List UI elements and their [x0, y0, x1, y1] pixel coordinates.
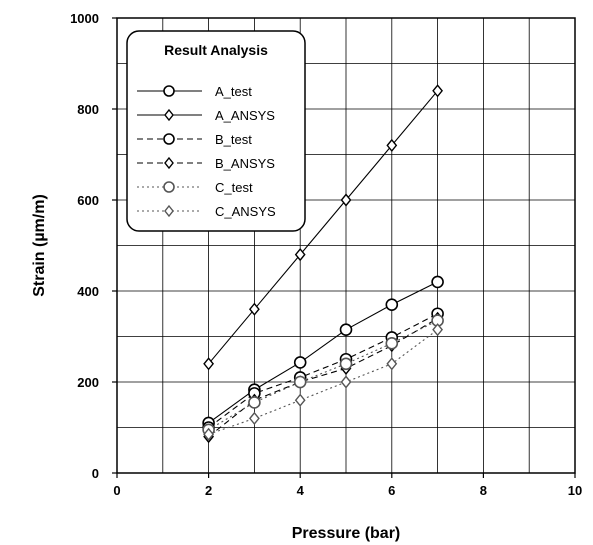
data-point-circle — [385, 337, 399, 350]
data-point-circle — [339, 357, 353, 371]
y-tick-label: 400 — [77, 284, 99, 299]
x-axis-title: Pressure (bar) — [292, 525, 401, 542]
data-point-diamond — [203, 357, 215, 371]
data-point-circle — [163, 133, 175, 145]
series-c-ansys — [203, 323, 444, 441]
data-point-diamond — [248, 302, 260, 316]
data-point-diamond — [164, 108, 174, 122]
legend-label: B_test — [215, 132, 252, 147]
data-point-circle — [163, 181, 175, 193]
series-line — [208, 313, 438, 428]
series-line — [208, 281, 438, 424]
legend-label: A_test — [215, 84, 252, 99]
data-point-diamond — [203, 427, 215, 441]
series-line — [208, 90, 439, 365]
series-b-ansys — [203, 311, 444, 444]
data-point-diamond — [340, 193, 352, 207]
data-point-diamond — [164, 156, 174, 170]
y-tick-label: 200 — [77, 375, 99, 390]
series-line — [208, 320, 438, 431]
data-point-diamond — [432, 84, 444, 98]
legend-box — [126, 30, 306, 232]
legend-item: B_ANSYS — [137, 156, 275, 171]
y-tick-label: 600 — [77, 193, 99, 208]
x-tick-label: 8 — [480, 483, 487, 498]
plot-frame — [116, 17, 576, 474]
data-point-diamond — [386, 138, 398, 153]
data-point-circle — [293, 375, 307, 389]
legend-item: A_test — [137, 84, 252, 99]
x-tick-label: 0 — [113, 483, 120, 498]
data-point-diamond — [248, 411, 260, 426]
series-line — [208, 317, 438, 438]
legend-item: C_test — [137, 180, 253, 195]
data-point-circle — [385, 298, 399, 311]
legend-label: B_ANSYS — [215, 156, 275, 171]
legend-item: C_ANSYS — [137, 204, 276, 219]
data-point-circle — [248, 396, 261, 409]
data-point-diamond — [294, 393, 306, 407]
y-tick-label: 1000 — [70, 11, 99, 26]
x-tick-label: 2 — [205, 483, 212, 498]
legend-label: A_ANSYS — [215, 108, 275, 123]
axes — [112, 17, 576, 478]
data-point-circle — [293, 356, 307, 369]
legend-item: B_test — [137, 132, 252, 147]
data-point-diamond — [294, 247, 306, 262]
data-point-diamond — [340, 375, 352, 389]
data-point-circle — [163, 85, 175, 97]
series-a-ansys — [203, 84, 444, 371]
x-tick-label: 6 — [388, 483, 395, 498]
data-point-circle — [339, 323, 353, 336]
series-line — [208, 329, 438, 435]
y-axis-title: Strain (µm/m) — [31, 194, 48, 297]
legend-label: C_test — [215, 180, 253, 195]
x-tick-label: 4 — [297, 483, 305, 498]
legend-title: Result Analysis — [164, 42, 268, 58]
legend-items: A_test A_ANSYS B_test B_ANSYS C_test C_ANSYS — [137, 84, 276, 219]
x-tick-label: 10 — [568, 483, 582, 498]
legend-item: A_ANSYS — [137, 108, 275, 123]
legend: Result Analysis A_test A_ANSYS B_test B_ANS… — [126, 30, 306, 232]
legend-label: C_ANSYS — [215, 204, 276, 219]
series-layer — [202, 84, 444, 444]
data-point-diamond — [432, 323, 444, 337]
data-point-diamond — [386, 357, 398, 371]
tick-labels: 0 2 4 6 8 10 0 200 400 600 800 1000 — [70, 11, 582, 498]
data-point-circle — [431, 275, 444, 289]
y-tick-label: 800 — [77, 102, 99, 117]
y-tick-label: 0 — [92, 466, 99, 481]
data-point-diamond — [164, 204, 174, 218]
